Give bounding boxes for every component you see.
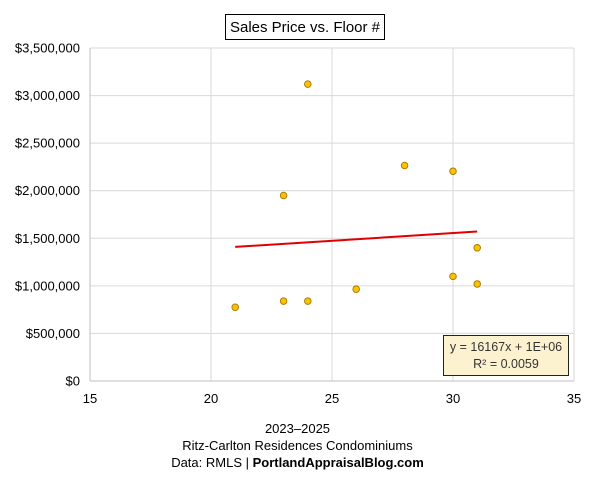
- y-tick-label: $1,500,000: [15, 231, 80, 246]
- caption-period: 2023–2025: [264, 421, 331, 436]
- x-axis-ticks: 15 20 25 30 35: [83, 391, 581, 406]
- trendline-r2: R² = 0.0059: [473, 357, 539, 371]
- trendline-equation: y = 16167x + 1E+06: [449, 340, 563, 354]
- x-tick-label: 30: [446, 391, 460, 406]
- trendline-layer: [235, 230, 478, 248]
- data-point: [352, 285, 360, 293]
- axes: [89, 48, 574, 382]
- data-point: [279, 191, 288, 200]
- y-tick-label: $3,500,000: [15, 41, 80, 56]
- data-point: [231, 303, 239, 312]
- y-tick-label: $0: [66, 374, 80, 389]
- trendline-equation-box: y = 16167x + 1E+06 R² = 0.0059: [443, 335, 569, 376]
- data-point: [304, 297, 312, 305]
- chart-title: Sales Price vs. Floor #: [225, 14, 385, 40]
- data-point: [449, 167, 457, 175]
- y-axis-ticks: $0 $500,000 $1,000,000 $1,500,000 $2,000,000…: [15, 41, 80, 389]
- caption-source-prefix: Data: RMLS |: [171, 455, 253, 470]
- chart-captions: 2023–2025 Ritz-Carlton Residences Condom…: [0, 420, 595, 471]
- data-points: [231, 80, 481, 312]
- grid-lines: [90, 47, 575, 381]
- data-point: [400, 161, 409, 170]
- data-point: [473, 244, 481, 252]
- y-tick-label: $1,000,000: [15, 278, 80, 293]
- y-tick-label: $3,000,000: [15, 88, 80, 103]
- caption-property: Ritz-Carlton Residences Condominiums: [182, 438, 413, 453]
- data-point: [279, 297, 288, 305]
- data-point: [473, 280, 481, 288]
- caption-source-site: PortlandAppraisalBlog.com: [252, 455, 424, 470]
- y-tick-label: $2,000,000: [15, 183, 80, 198]
- x-tick-label: 15: [83, 391, 97, 406]
- data-point: [304, 80, 312, 88]
- x-tick-label: 25: [325, 391, 339, 406]
- caption-source: Data: RMLS | PortlandAppraisalBlog.com: [0, 454, 595, 471]
- x-tick-label: 20: [204, 391, 218, 406]
- data-point: [449, 272, 457, 281]
- x-tick-label: 35: [567, 391, 581, 406]
- trendline: [235, 230, 478, 248]
- y-tick-label: $500,000: [26, 326, 80, 341]
- y-tick-label: $2,500,000: [15, 136, 80, 151]
